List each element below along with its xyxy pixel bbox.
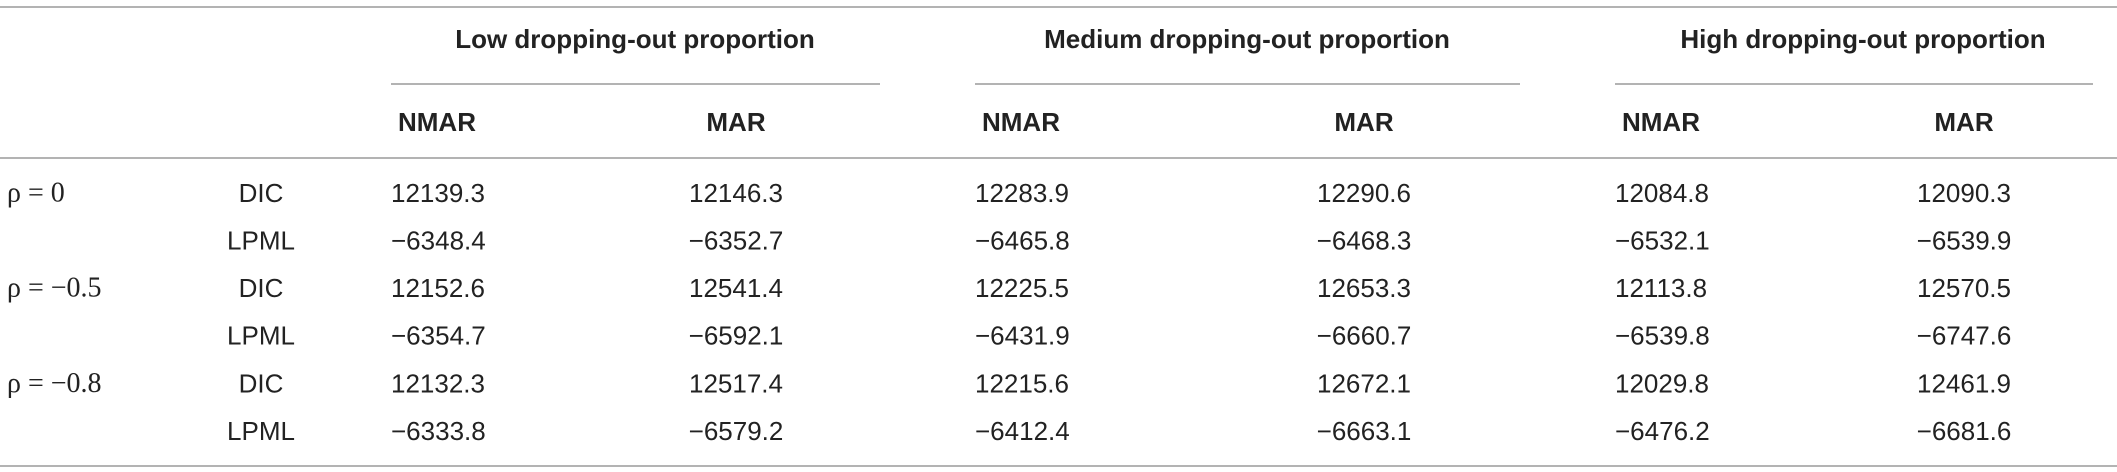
column-header: MAR: [1934, 107, 1993, 137]
cell: 12132.3: [391, 368, 485, 398]
row-group-label: ρ = −0.8: [7, 368, 102, 399]
cell: −6412.4: [975, 416, 1070, 446]
cell: −6348.4: [391, 225, 486, 255]
cell: 12139.3: [391, 178, 485, 208]
cell: −6681.6: [1917, 416, 2012, 446]
cell: 12146.3: [689, 178, 783, 208]
measure-label: LPML: [227, 321, 295, 351]
cell: 12283.9: [975, 178, 1069, 208]
group-header: Medium dropping-out proportion: [1044, 24, 1450, 54]
cell: −6663.1: [1317, 416, 1412, 446]
cell: 12570.5: [1917, 273, 2011, 303]
cell: −6539.9: [1917, 225, 2012, 255]
cell: 12215.6: [975, 368, 1069, 398]
group-header: Low dropping-out proportion: [455, 24, 815, 54]
column-header: MAR: [706, 107, 765, 137]
cell: 12084.8: [1615, 178, 1709, 208]
cell: −6532.1: [1615, 225, 1710, 255]
cell: 12461.9: [1917, 368, 2011, 398]
cell: −6431.9: [975, 321, 1070, 351]
cell: 12541.4: [689, 273, 783, 303]
cell: 12653.3: [1317, 273, 1411, 303]
cell: −6352.7: [689, 225, 784, 255]
cell: −6660.7: [1317, 321, 1412, 351]
measure-label: DIC: [239, 368, 284, 398]
column-header: NMAR: [1622, 107, 1700, 137]
cell: 12517.4: [689, 368, 783, 398]
cell: 12090.3: [1917, 178, 2011, 208]
cell: −6579.2: [689, 416, 784, 446]
cell: −6592.1: [689, 321, 784, 351]
cell: 12225.5: [975, 273, 1069, 303]
row-group-label: ρ = 0: [7, 177, 65, 208]
row-group-label: ρ = −0.5: [7, 273, 102, 304]
cell: 12152.6: [391, 273, 485, 303]
measure-label: DIC: [239, 178, 284, 208]
measure-label: LPML: [227, 416, 295, 446]
cell: 12672.1: [1317, 368, 1411, 398]
cell: 12029.8: [1615, 368, 1709, 398]
cell: −6747.6: [1917, 321, 2012, 351]
cell: −6354.7: [391, 321, 486, 351]
cell: −6465.8: [975, 225, 1070, 255]
cell: −6476.2: [1615, 416, 1710, 446]
measure-label: DIC: [239, 273, 284, 303]
cell: −6333.8: [391, 416, 486, 446]
cell: −6468.3: [1317, 225, 1412, 255]
column-header: NMAR: [398, 107, 476, 137]
cell: −6539.8: [1615, 321, 1710, 351]
column-header: NMAR: [982, 107, 1060, 137]
cell: 12113.8: [1615, 273, 1707, 303]
cell: 12290.6: [1317, 178, 1411, 208]
column-header: MAR: [1334, 107, 1393, 137]
group-header: High dropping-out proportion: [1680, 24, 2045, 54]
measure-label: LPML: [227, 225, 295, 255]
